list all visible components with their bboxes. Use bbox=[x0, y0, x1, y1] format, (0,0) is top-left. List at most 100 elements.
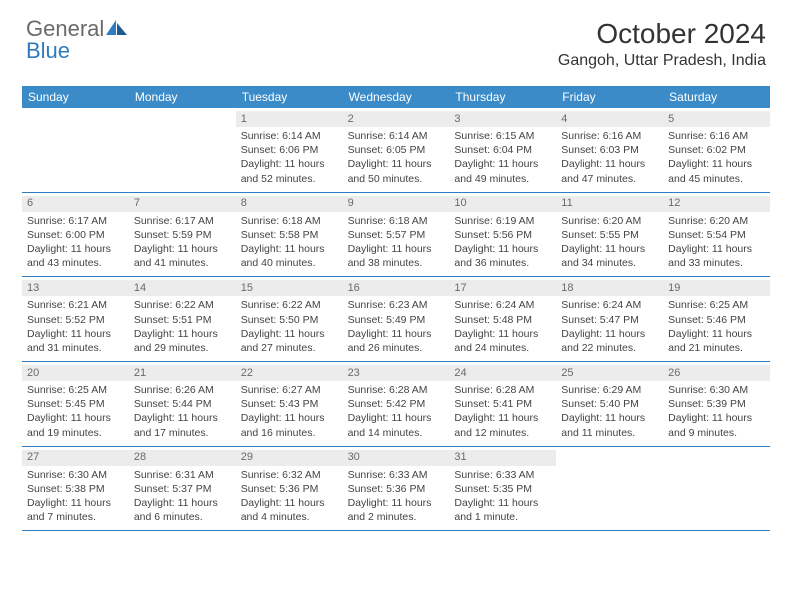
day-number: 12 bbox=[668, 196, 680, 211]
day-cell: 28Sunrise: 6:31 AMSunset: 5:37 PMDayligh… bbox=[129, 447, 236, 531]
sunset-text: Sunset: 5:51 PM bbox=[134, 313, 231, 327]
day-header-wed: Wednesday bbox=[343, 86, 450, 108]
weeks-container: 1Sunrise: 6:14 AMSunset: 6:06 PMDaylight… bbox=[22, 108, 770, 531]
sunrise-text: Sunrise: 6:22 AM bbox=[241, 298, 338, 312]
daynum-row: 3 bbox=[449, 111, 556, 127]
sunset-text: Sunset: 6:06 PM bbox=[241, 143, 338, 157]
daylight-text: Daylight: 11 hours and 52 minutes. bbox=[241, 157, 338, 185]
daylight-text: Daylight: 11 hours and 14 minutes. bbox=[348, 411, 445, 439]
day-number: 29 bbox=[241, 450, 253, 465]
month-title: October 2024 bbox=[558, 18, 766, 50]
sunrise-text: Sunrise: 6:17 AM bbox=[134, 214, 231, 228]
sunrise-text: Sunrise: 6:22 AM bbox=[134, 298, 231, 312]
day-cell: 20Sunrise: 6:25 AMSunset: 5:45 PMDayligh… bbox=[22, 362, 129, 446]
day-cell: 25Sunrise: 6:29 AMSunset: 5:40 PMDayligh… bbox=[556, 362, 663, 446]
day-cell: 29Sunrise: 6:32 AMSunset: 5:36 PMDayligh… bbox=[236, 447, 343, 531]
day-cell: 16Sunrise: 6:23 AMSunset: 5:49 PMDayligh… bbox=[343, 277, 450, 361]
sunrise-text: Sunrise: 6:25 AM bbox=[668, 298, 765, 312]
sunrise-text: Sunrise: 6:15 AM bbox=[454, 129, 551, 143]
day-cell: 4Sunrise: 6:16 AMSunset: 6:03 PMDaylight… bbox=[556, 108, 663, 192]
day-cell: 24Sunrise: 6:28 AMSunset: 5:41 PMDayligh… bbox=[449, 362, 556, 446]
day-number: 6 bbox=[27, 196, 33, 211]
sunrise-text: Sunrise: 6:31 AM bbox=[134, 468, 231, 482]
sunrise-text: Sunrise: 6:17 AM bbox=[27, 214, 124, 228]
daynum-row: 7 bbox=[129, 196, 236, 212]
day-header-sat: Saturday bbox=[663, 86, 770, 108]
day-cell: 27Sunrise: 6:30 AMSunset: 5:38 PMDayligh… bbox=[22, 447, 129, 531]
daylight-text: Daylight: 11 hours and 49 minutes. bbox=[454, 157, 551, 185]
daylight-text: Daylight: 11 hours and 22 minutes. bbox=[561, 327, 658, 355]
sunrise-text: Sunrise: 6:24 AM bbox=[561, 298, 658, 312]
daylight-text: Daylight: 11 hours and 41 minutes. bbox=[134, 242, 231, 270]
sunrise-text: Sunrise: 6:27 AM bbox=[241, 383, 338, 397]
sunset-text: Sunset: 6:03 PM bbox=[561, 143, 658, 157]
sunset-text: Sunset: 5:35 PM bbox=[454, 482, 551, 496]
logo-text-blue: Blue bbox=[26, 40, 128, 62]
daynum-row: 8 bbox=[236, 196, 343, 212]
empty-cell bbox=[22, 108, 129, 192]
daylight-text: Daylight: 11 hours and 29 minutes. bbox=[134, 327, 231, 355]
daylight-text: Daylight: 11 hours and 19 minutes. bbox=[27, 411, 124, 439]
sunset-text: Sunset: 5:47 PM bbox=[561, 313, 658, 327]
sunset-text: Sunset: 5:46 PM bbox=[668, 313, 765, 327]
day-cell: 1 Sunrise: 6:14 AMSunset: 6:06 PMDaylight… bbox=[236, 108, 343, 192]
daylight-text: Daylight: 11 hours and 47 minutes. bbox=[561, 157, 658, 185]
daynum-row: 9 bbox=[343, 196, 450, 212]
day-cell: 26Sunrise: 6:30 AMSunset: 5:39 PMDayligh… bbox=[663, 362, 770, 446]
daylight-text: Daylight: 11 hours and 2 minutes. bbox=[348, 496, 445, 524]
day-cell: 23Sunrise: 6:28 AMSunset: 5:42 PMDayligh… bbox=[343, 362, 450, 446]
day-number: 10 bbox=[454, 196, 466, 211]
sunset-text: Sunset: 5:48 PM bbox=[454, 313, 551, 327]
daynum-row: 24 bbox=[449, 365, 556, 381]
daylight-text: Daylight: 11 hours and 9 minutes. bbox=[668, 411, 765, 439]
daynum-row: 15 bbox=[236, 280, 343, 296]
daynum-row: 17 bbox=[449, 280, 556, 296]
day-cell: 3 Sunrise: 6:15 AMSunset: 6:04 PMDaylight… bbox=[449, 108, 556, 192]
daynum-row: 12 bbox=[663, 196, 770, 212]
day-cell: 17Sunrise: 6:24 AMSunset: 5:48 PMDayligh… bbox=[449, 277, 556, 361]
daynum-row: 25 bbox=[556, 365, 663, 381]
sunrise-text: Sunrise: 6:16 AM bbox=[668, 129, 765, 143]
logo-text-general: General bbox=[26, 18, 104, 40]
day-number: 21 bbox=[134, 366, 146, 381]
day-cell: 11Sunrise: 6:20 AMSunset: 5:55 PMDayligh… bbox=[556, 193, 663, 277]
calendar: Sunday Monday Tuesday Wednesday Thursday… bbox=[22, 86, 770, 531]
day-number: 9 bbox=[348, 196, 354, 211]
sunset-text: Sunset: 5:36 PM bbox=[348, 482, 445, 496]
daylight-text: Daylight: 11 hours and 43 minutes. bbox=[27, 242, 124, 270]
day-number: 1 bbox=[241, 112, 247, 127]
sunrise-text: Sunrise: 6:20 AM bbox=[668, 214, 765, 228]
daylight-text: Daylight: 11 hours and 50 minutes. bbox=[348, 157, 445, 185]
sunrise-text: Sunrise: 6:26 AM bbox=[134, 383, 231, 397]
day-number: 17 bbox=[454, 281, 466, 296]
title-block: October 2024 Gangoh, Uttar Pradesh, Indi… bbox=[558, 18, 766, 70]
day-header-row: Sunday Monday Tuesday Wednesday Thursday… bbox=[22, 86, 770, 108]
week-row: 27Sunrise: 6:30 AMSunset: 5:38 PMDayligh… bbox=[22, 447, 770, 532]
day-cell: 31Sunrise: 6:33 AMSunset: 5:35 PMDayligh… bbox=[449, 447, 556, 531]
daynum-row: 18 bbox=[556, 280, 663, 296]
sunset-text: Sunset: 5:59 PM bbox=[134, 228, 231, 242]
daynum-row: 26 bbox=[663, 365, 770, 381]
week-row: 20Sunrise: 6:25 AMSunset: 5:45 PMDayligh… bbox=[22, 362, 770, 447]
sunrise-text: Sunrise: 6:29 AM bbox=[561, 383, 658, 397]
sunrise-text: Sunrise: 6:23 AM bbox=[348, 298, 445, 312]
daynum-row: 21 bbox=[129, 365, 236, 381]
sunset-text: Sunset: 5:50 PM bbox=[241, 313, 338, 327]
day-number: 26 bbox=[668, 366, 680, 381]
empty-cell bbox=[556, 447, 663, 531]
day-number: 2 bbox=[348, 112, 354, 127]
sunrise-text: Sunrise: 6:33 AM bbox=[454, 468, 551, 482]
day-number: 31 bbox=[454, 450, 466, 465]
sunset-text: Sunset: 6:04 PM bbox=[454, 143, 551, 157]
sunset-text: Sunset: 5:39 PM bbox=[668, 397, 765, 411]
daylight-text: Daylight: 11 hours and 21 minutes. bbox=[668, 327, 765, 355]
daynum-row: 30 bbox=[343, 450, 450, 466]
empty-cell bbox=[129, 108, 236, 192]
day-number: 4 bbox=[561, 112, 567, 127]
day-cell: 22Sunrise: 6:27 AMSunset: 5:43 PMDayligh… bbox=[236, 362, 343, 446]
day-number: 15 bbox=[241, 281, 253, 296]
daylight-text: Daylight: 11 hours and 40 minutes. bbox=[241, 242, 338, 270]
sunrise-text: Sunrise: 6:14 AM bbox=[241, 129, 338, 143]
day-cell: 7 Sunrise: 6:17 AMSunset: 5:59 PMDaylight… bbox=[129, 193, 236, 277]
day-cell: 6Sunrise: 6:17 AMSunset: 6:00 PMDaylight… bbox=[22, 193, 129, 277]
